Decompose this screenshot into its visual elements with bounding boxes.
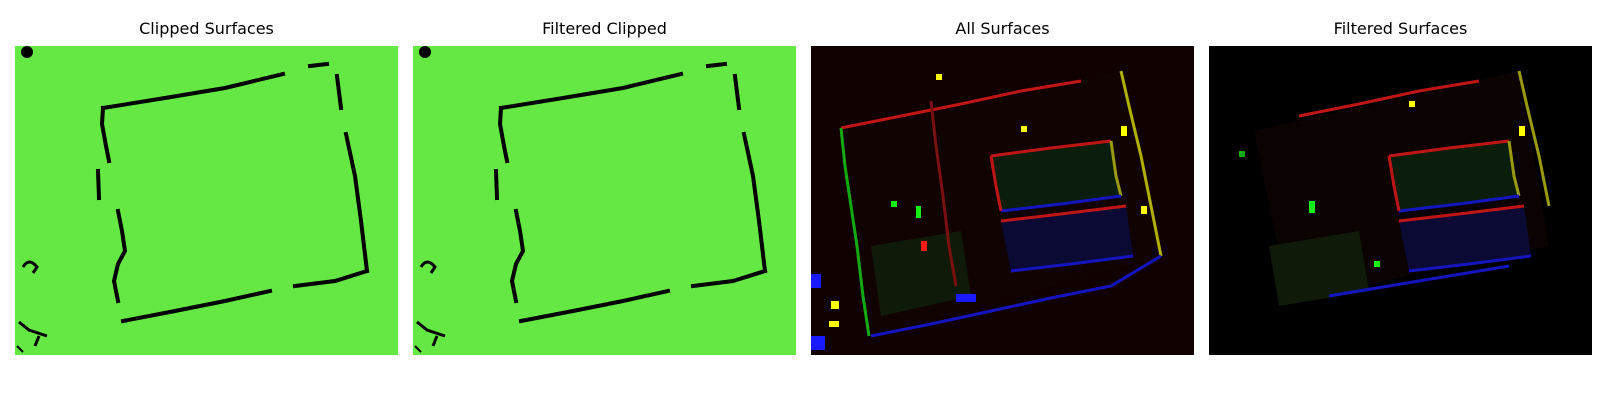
clipped-surfaces-image xyxy=(15,46,398,355)
panel-title: Clipped Surfaces xyxy=(139,19,274,38)
panel-title: Filtered Clipped xyxy=(542,19,667,38)
panel-clipped-surfaces: Clipped Surfaces xyxy=(15,0,398,400)
filtered-surfaces-image xyxy=(1209,46,1592,355)
panel-filtered-surfaces: Filtered Surfaces xyxy=(1209,0,1592,400)
all-surfaces-image xyxy=(811,46,1194,355)
panel-all-surfaces: All Surfaces xyxy=(811,0,1194,400)
filtered-clipped-image xyxy=(413,46,796,355)
panel-title: Filtered Surfaces xyxy=(1333,19,1468,38)
panel-title: All Surfaces xyxy=(955,19,1050,38)
panel-filtered-clipped: Filtered Clipped xyxy=(413,0,796,400)
